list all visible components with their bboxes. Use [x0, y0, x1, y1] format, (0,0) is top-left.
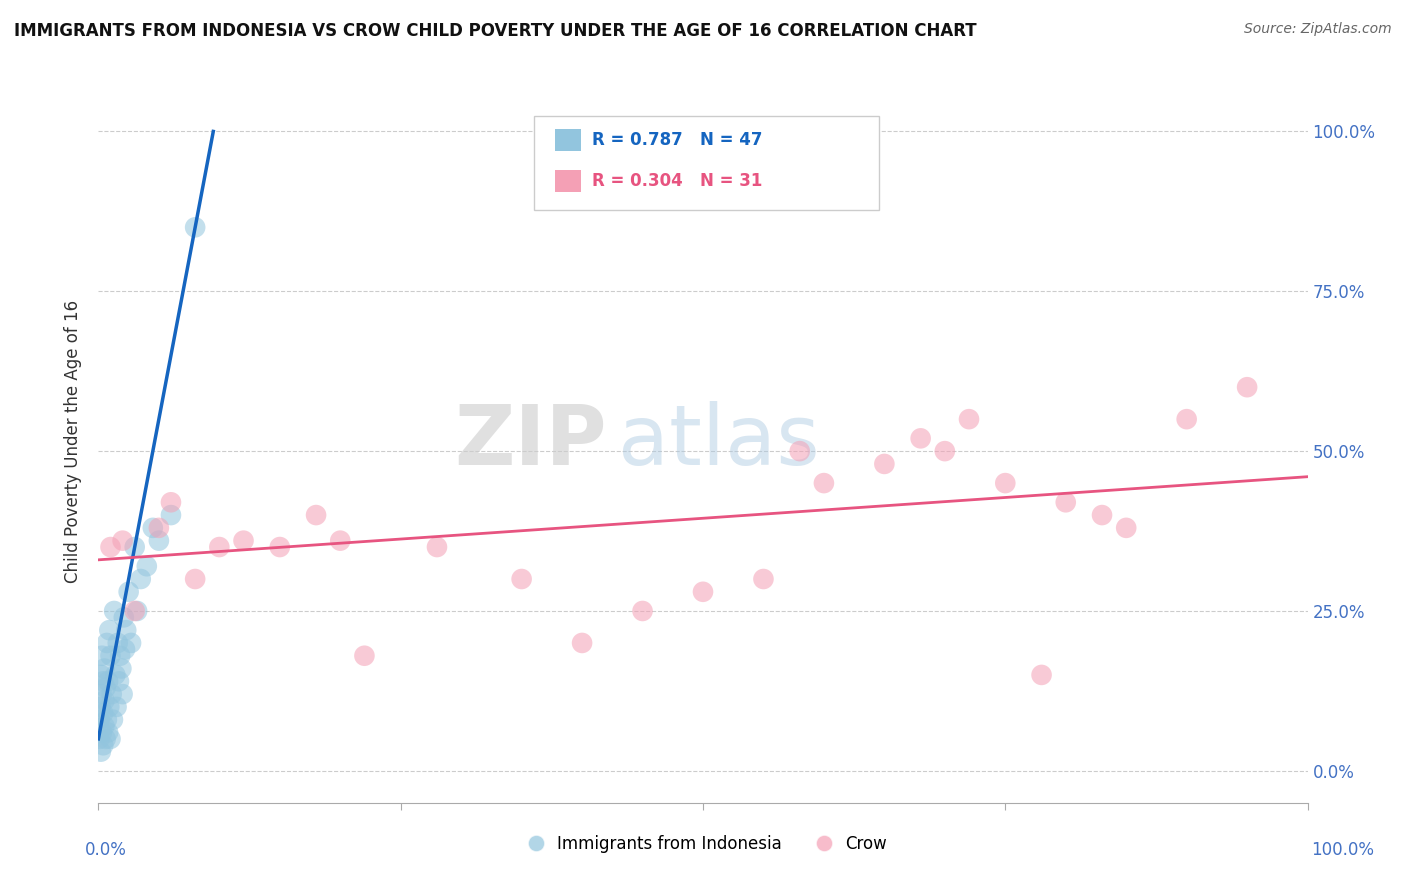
Point: [94, 681, 117, 695]
Point: [873, 457, 896, 471]
Point: [100, 731, 122, 746]
Point: [108, 648, 131, 663]
Point: [148, 533, 170, 548]
Point: [994, 476, 1017, 491]
Text: 100.0%: 100.0%: [1312, 840, 1374, 858]
Point: [100, 687, 122, 701]
Point: [91, 738, 114, 752]
Text: atlas: atlas: [619, 401, 820, 482]
Point: [571, 636, 593, 650]
Point: [100, 540, 122, 554]
Text: IMMIGRANTS FROM INDONESIA VS CROW CHILD POVERTY UNDER THE AGE OF 16 CORRELATION : IMMIGRANTS FROM INDONESIA VS CROW CHILD …: [14, 22, 977, 40]
Point: [1054, 495, 1077, 509]
Text: Source: ZipAtlas.com: Source: ZipAtlas.com: [1244, 22, 1392, 37]
Point: [91, 674, 114, 689]
Point: [91, 725, 114, 739]
Point: [184, 220, 207, 235]
Point: [94, 731, 117, 746]
Point: [957, 412, 980, 426]
Point: [1031, 668, 1053, 682]
Point: [90, 745, 112, 759]
Point: [110, 661, 132, 675]
Point: [91, 687, 114, 701]
Point: [97, 725, 120, 739]
Y-axis label: Child Poverty Under the Age of 16: Child Poverty Under the Age of 16: [65, 300, 83, 583]
Text: 0.0%: 0.0%: [84, 840, 127, 858]
Point: [1091, 508, 1114, 522]
Point: [89, 713, 111, 727]
Point: [93, 661, 115, 675]
Point: [111, 533, 134, 548]
Point: [103, 604, 125, 618]
Point: [752, 572, 775, 586]
Point: [124, 540, 146, 554]
Point: [90, 668, 112, 682]
Point: [510, 572, 533, 586]
Point: [208, 540, 231, 554]
Point: [934, 444, 956, 458]
Legend: Immigrants from Indonesia, Crow: Immigrants from Indonesia, Crow: [512, 828, 894, 860]
Text: ZIP: ZIP: [454, 401, 606, 482]
Point: [184, 572, 207, 586]
Point: [115, 623, 138, 637]
Point: [118, 584, 141, 599]
Point: [353, 648, 375, 663]
Point: [112, 610, 135, 624]
Point: [813, 476, 835, 491]
Point: [100, 648, 122, 663]
Point: [114, 642, 136, 657]
Point: [107, 636, 129, 650]
Point: [90, 699, 112, 714]
Point: [426, 540, 449, 554]
Point: [105, 699, 128, 714]
Point: [91, 706, 114, 721]
Point: [631, 604, 654, 618]
Point: [89, 731, 111, 746]
Point: [789, 444, 811, 458]
Point: [91, 648, 114, 663]
Point: [1115, 521, 1137, 535]
Point: [148, 521, 170, 535]
Point: [111, 687, 134, 701]
Point: [329, 533, 352, 548]
Point: [96, 713, 118, 727]
Point: [104, 668, 127, 682]
Point: [1236, 380, 1258, 394]
Point: [124, 604, 146, 618]
Point: [120, 636, 142, 650]
Text: R = 0.787   N = 47: R = 0.787 N = 47: [592, 131, 762, 149]
Point: [305, 508, 328, 522]
Point: [142, 521, 165, 535]
Point: [1175, 412, 1198, 426]
Point: [135, 559, 157, 574]
Point: [910, 431, 932, 445]
Point: [692, 584, 714, 599]
Point: [101, 713, 124, 727]
Point: [97, 674, 120, 689]
Point: [96, 636, 118, 650]
Point: [160, 508, 183, 522]
Point: [129, 572, 152, 586]
Point: [232, 533, 254, 548]
Point: [93, 719, 115, 733]
Text: R = 0.304   N = 31: R = 0.304 N = 31: [592, 172, 762, 190]
Point: [269, 540, 291, 554]
Point: [127, 604, 149, 618]
Point: [98, 623, 121, 637]
Point: [98, 699, 121, 714]
Point: [108, 674, 131, 689]
Point: [93, 693, 115, 707]
Point: [160, 495, 183, 509]
